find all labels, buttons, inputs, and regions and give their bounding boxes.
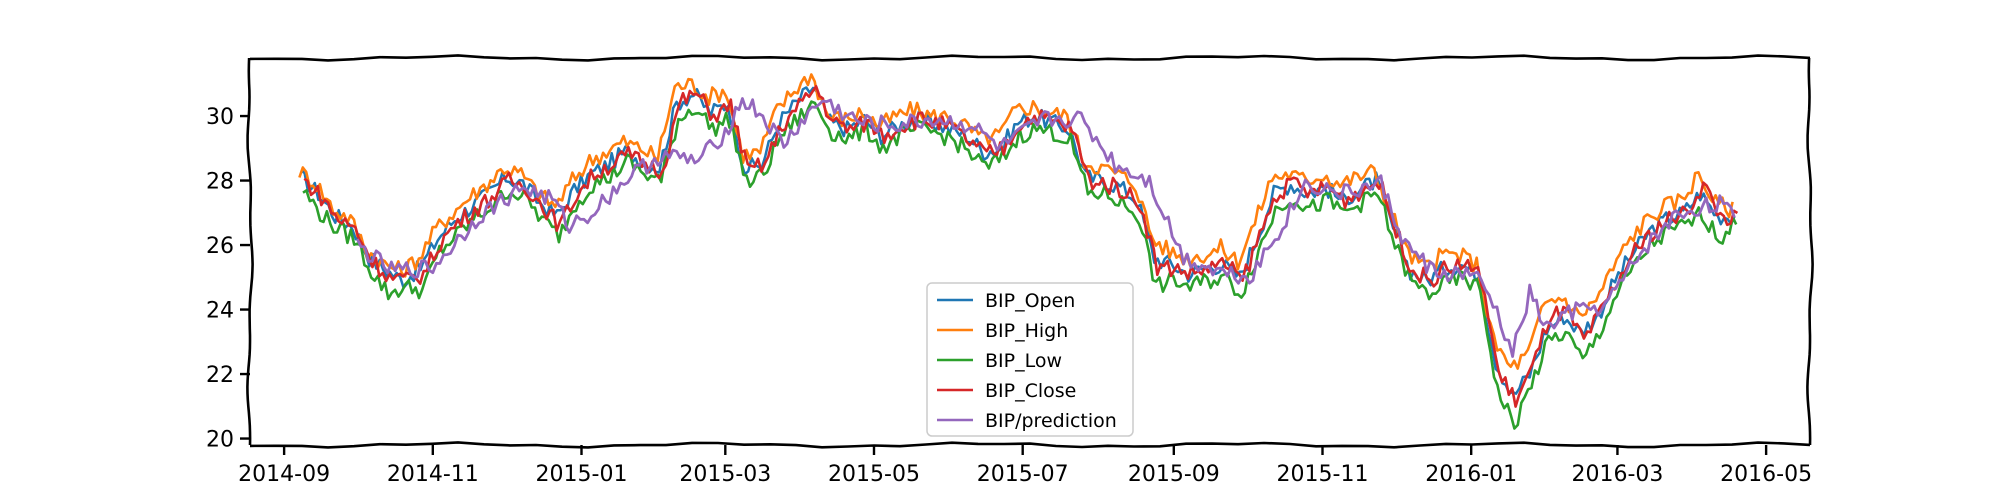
x-tick-label: 2015-07	[977, 462, 1069, 487]
legend-label: BIP_High	[985, 320, 1068, 342]
frame-left	[246, 57, 254, 446]
x-tick-label: 2015-09	[1128, 462, 1220, 487]
x-tick-label: 2015-11	[1277, 462, 1369, 487]
legend-label: BIP_Open	[985, 290, 1075, 312]
x-axis: 2014-09 2014-11 2015-01 2015-03 2015-05 2015-…	[238, 445, 1812, 487]
frame-bottom	[249, 441, 1811, 449]
legend: BIP_Open BIP_High BIP_Low BIP_Close BIP/pred…	[926, 282, 1134, 437]
y-axis: 20 22 24 26 28 30	[206, 105, 250, 453]
x-tick-label: 2016-01	[1425, 462, 1517, 487]
x-tick-label: 2015-01	[536, 462, 628, 487]
y-tick-label: 30	[206, 105, 234, 130]
frame-right	[1806, 57, 1814, 446]
frame-top	[249, 54, 1811, 62]
y-tick-label: 28	[206, 170, 234, 195]
series-layer	[298, 73, 1739, 430]
y-tick-label: 22	[206, 363, 234, 388]
y-tick-label: 26	[206, 234, 234, 259]
legend-label: BIP_Close	[985, 380, 1076, 402]
x-tick-label: 2016-03	[1571, 462, 1663, 487]
series-line-3	[303, 85, 1739, 408]
x-tick-label: 2014-09	[238, 462, 330, 487]
series-line-4	[356, 97, 1736, 358]
x-tick-label: 2015-03	[679, 462, 771, 487]
y-tick-label: 20	[206, 428, 234, 453]
legend-label: BIP/prediction	[985, 410, 1117, 432]
plot-frame	[246, 54, 1814, 449]
legend-label: BIP_Low	[985, 350, 1062, 372]
x-tick-label: 2016-05	[1720, 462, 1812, 487]
y-tick-label: 24	[206, 299, 234, 324]
legend-box	[926, 282, 1134, 437]
x-tick-label: 2015-05	[828, 462, 920, 487]
x-tick-label: 2014-11	[387, 462, 479, 487]
